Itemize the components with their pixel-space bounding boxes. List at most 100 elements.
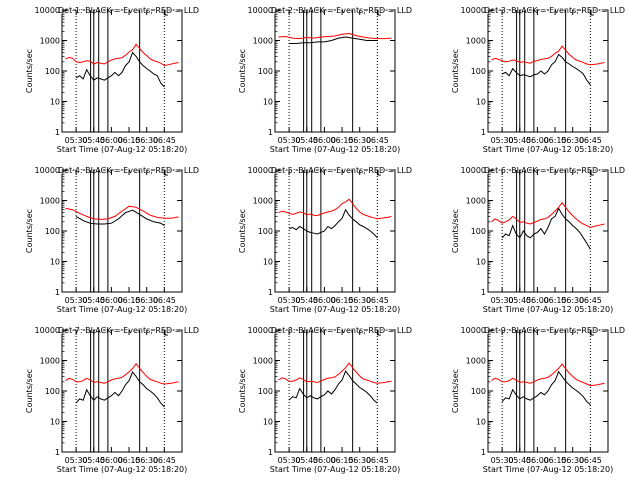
x-tick-label: 06:45 — [579, 456, 602, 465]
y-tick-label: 1000 — [40, 357, 60, 366]
series-line-lld — [65, 362, 179, 385]
x-tick-label: 05:45 — [295, 296, 318, 305]
series-line-lld — [491, 45, 605, 66]
y-tick-label: 1000 — [466, 37, 486, 46]
chart-det-4: Det 4: BLACK = Events, RED = LLD 1 10 100 10… — [25, 165, 200, 314]
chart-title: Det 9: BLACK = Events, RED = LLD — [484, 326, 625, 335]
y-tick-label: 1 — [481, 128, 486, 137]
x-tick-label: 06:45 — [153, 456, 176, 465]
x-tick-label: 06:30 — [135, 136, 158, 145]
x-tick-label: 06:00 — [100, 456, 123, 465]
y-tick-label: 100 — [258, 387, 273, 396]
x-tick-label: 06:45 — [579, 136, 602, 145]
x-tick-label: 05:45 — [295, 136, 318, 145]
y-tick-label: 1000 — [253, 197, 273, 206]
x-axis-label: Start Time (07-Aug-12 05:18:20) — [270, 465, 401, 474]
x-tick-label: 06:15 — [331, 456, 354, 465]
y-tick-label: 1000 — [466, 197, 486, 206]
y-tick-label: 10 — [263, 258, 273, 267]
series-line-events — [288, 370, 378, 404]
corner-marker — [377, 170, 381, 176]
x-tick-label: 05:45 — [508, 456, 531, 465]
x-tick-label: 06:00 — [100, 136, 123, 145]
y-tick-label: 10000 — [248, 6, 273, 15]
x-tick-label: 05:30 — [491, 456, 514, 465]
y-axis-label: Counts/sec — [451, 49, 460, 93]
series-line-lld — [278, 198, 392, 220]
x-axis-label: Start Time (07-Aug-12 05:18:20) — [57, 145, 188, 154]
chart-det-6: Det 6: BLACK = Events, RED = LLD 1 10 100 10… — [451, 165, 626, 314]
chart-det-5: Det 5: BLACK = Events, RED = LLD 1 10 100 10… — [238, 165, 413, 314]
corner-marker — [164, 330, 168, 336]
y-axis-label: Counts/sec — [451, 209, 460, 253]
series-line-lld — [491, 363, 605, 387]
x-tick-label: 06:15 — [118, 296, 141, 305]
y-axis-label: Counts/sec — [238, 369, 247, 413]
x-tick-label: 06:30 — [135, 456, 158, 465]
x-tick-label: 06:30 — [561, 456, 584, 465]
corner-marker — [164, 170, 168, 176]
x-tick-label: 06:00 — [313, 136, 336, 145]
x-axis-label: Start Time (07-Aug-12 05:18:20) — [270, 305, 401, 314]
x-tick-label: 06:00 — [313, 296, 336, 305]
corner-marker — [377, 330, 381, 336]
x-tick-label: 05:30 — [65, 136, 88, 145]
chart-title: Det 3: BLACK = Events, RED = LLD — [484, 6, 625, 15]
series-line-events — [75, 51, 165, 88]
x-tick-label: 05:45 — [82, 136, 105, 145]
y-tick-label: 1 — [268, 128, 273, 137]
chart-det-9: Det 9: BLACK = Events, RED = LLD 1 10 100 10… — [451, 325, 626, 474]
x-tick-label: 05:45 — [508, 136, 531, 145]
x-tick-label: 06:00 — [526, 296, 549, 305]
y-tick-label: 100 — [258, 227, 273, 236]
x-axis-label: Start Time (07-Aug-12 05:18:20) — [57, 305, 188, 314]
y-tick-label: 10000 — [35, 326, 60, 335]
y-tick-label: 1 — [268, 288, 273, 297]
series-line-lld — [278, 32, 392, 40]
x-tick-label: 05:30 — [65, 456, 88, 465]
series-line-events — [501, 53, 591, 86]
x-tick-label: 06:15 — [331, 136, 354, 145]
y-tick-label: 1000 — [40, 37, 60, 46]
x-axis-label: Start Time (07-Aug-12 05:18:20) — [483, 465, 614, 474]
x-tick-label: 06:45 — [579, 296, 602, 305]
y-tick-label: 100 — [471, 227, 486, 236]
x-tick-label: 06:15 — [118, 136, 141, 145]
x-axis-label: Start Time (07-Aug-12 05:18:20) — [57, 465, 188, 474]
y-tick-label: 10 — [50, 98, 60, 107]
corner-marker — [164, 10, 168, 16]
x-tick-label: 06:00 — [526, 136, 549, 145]
chart-title: Det 8: BLACK = Events, RED = LLD — [271, 326, 412, 335]
y-tick-label: 10000 — [461, 6, 486, 15]
series-line-lld — [491, 201, 605, 229]
series-line-events — [501, 207, 591, 250]
chart-title: Det 1: BLACK = Events, RED = LLD — [58, 6, 199, 15]
series-line-events — [75, 209, 165, 227]
x-tick-label: 05:45 — [82, 456, 105, 465]
y-tick-label: 1 — [55, 128, 60, 137]
x-tick-label: 05:30 — [278, 136, 301, 145]
chart-title: Det 4: BLACK = Events, RED = LLD — [58, 166, 199, 175]
series-line-lld — [65, 43, 179, 67]
x-tick-label: 06:30 — [561, 136, 584, 145]
y-tick-label: 1 — [481, 448, 486, 457]
x-tick-label: 06:00 — [100, 296, 123, 305]
x-tick-label: 05:30 — [65, 296, 88, 305]
y-tick-label: 10 — [476, 418, 486, 427]
x-tick-label: 06:45 — [366, 456, 389, 465]
x-tick-label: 06:45 — [153, 136, 176, 145]
x-tick-label: 06:30 — [135, 296, 158, 305]
chart-title: Det 2: BLACK = Events, RED = LLD — [271, 6, 412, 15]
x-tick-label: 05:30 — [278, 296, 301, 305]
y-tick-label: 10 — [50, 258, 60, 267]
x-tick-label: 06:30 — [348, 296, 371, 305]
y-tick-label: 10000 — [248, 326, 273, 335]
x-tick-label: 06:30 — [561, 296, 584, 305]
x-tick-label: 06:30 — [348, 456, 371, 465]
chart-title: Det 5: BLACK = Events, RED = LLD — [271, 166, 412, 175]
y-tick-label: 10 — [476, 258, 486, 267]
x-axis-label: Start Time (07-Aug-12 05:18:20) — [270, 145, 401, 154]
y-tick-label: 10000 — [461, 326, 486, 335]
y-axis-label: Counts/sec — [451, 369, 460, 413]
